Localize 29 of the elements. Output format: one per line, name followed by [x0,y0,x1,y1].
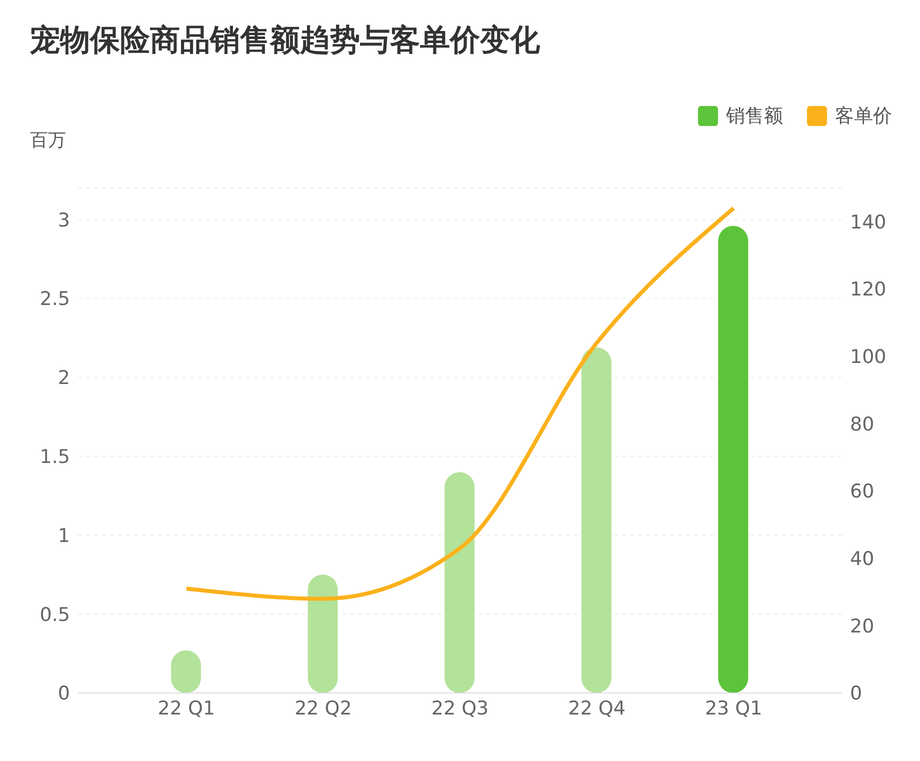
y-tick-label: 2 [58,367,70,390]
y2-tick-label: 40 [850,548,874,570]
y2-tick-label: 80 [850,413,874,436]
y2-tick-label: 100 [850,346,886,368]
y-tick-label: 3 [58,209,70,232]
x-tick-label: 22 Q2 [294,697,352,720]
y2-tick-label: 60 [850,480,874,503]
chart-title: 宠物保险商品销售额趋势与客单价变化 [30,22,540,60]
x-tick-label: 23 Q1 [704,697,762,720]
y-tick-label: 0.5 [40,604,70,626]
y-tick-label: 0 [58,682,70,705]
y2-tick-label: 120 [850,278,886,301]
legend-label: 客单价 [835,104,892,129]
bar [308,574,338,693]
y2-tick-label: 0 [850,682,862,705]
line-series [184,206,736,601]
y-tick-label: 1.5 [40,446,70,468]
bar [581,347,612,693]
x-tick-label: 22 Q1 [158,697,216,720]
y2-tick-label: 20 [850,615,874,638]
y-axis-title: 百万 [30,129,66,152]
y-tick-label: 1 [58,524,70,547]
y-tick-label: 2.5 [40,288,70,310]
x-tick-label: 22 Q3 [431,697,489,720]
bar [718,226,748,693]
bar [444,472,475,693]
legend-label: 销售额 [726,104,783,129]
x-tick-label: 22 Q4 [568,697,626,720]
y2-tick-label: 140 [850,211,886,234]
